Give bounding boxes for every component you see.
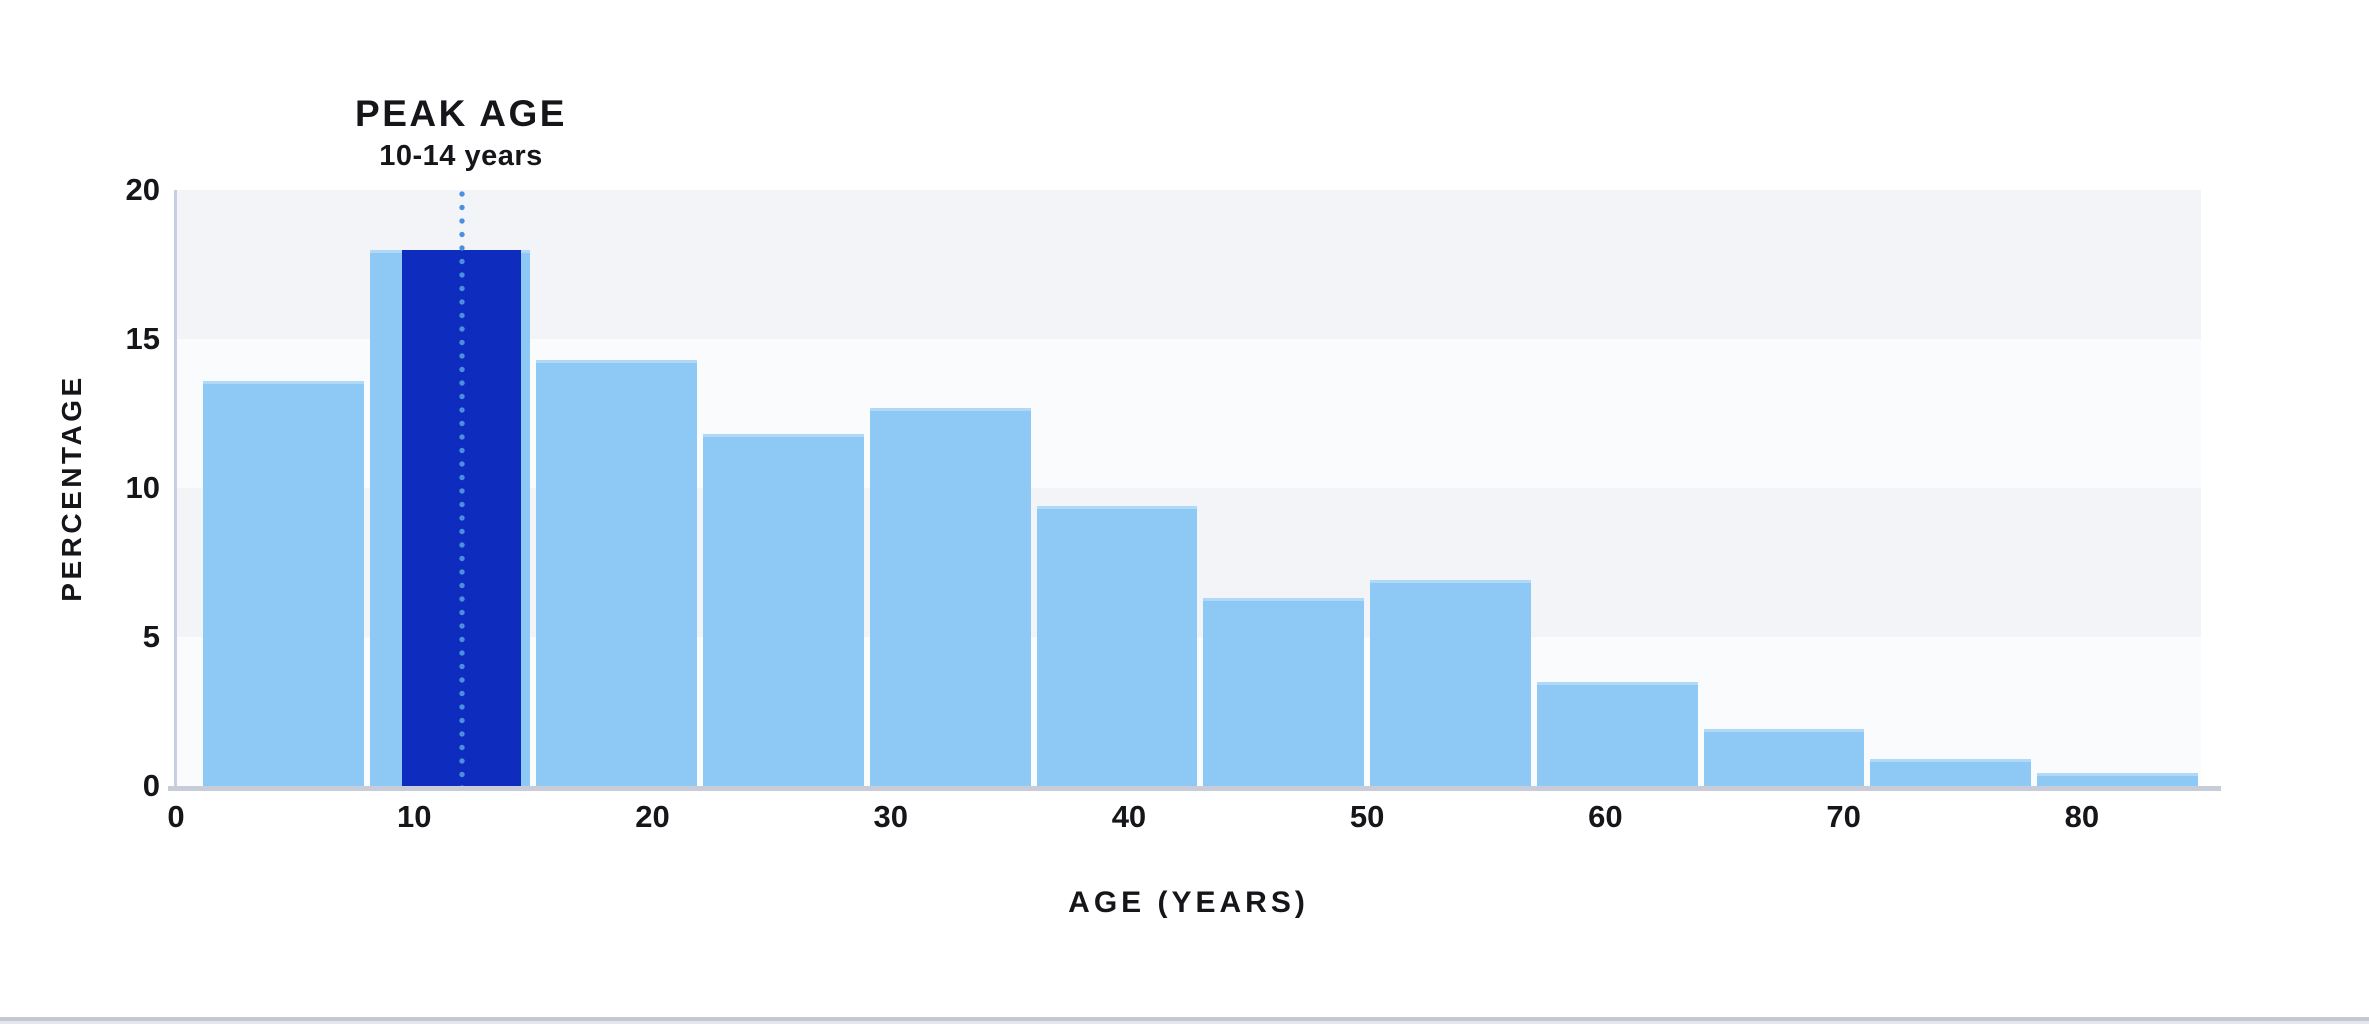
bottom-divider-line-light [0, 1021, 2369, 1024]
histogram-bars [176, 190, 2201, 786]
histogram-bar [1870, 759, 2032, 786]
plot-area [168, 190, 2221, 791]
x-tick-label: 20 [635, 799, 670, 834]
peak-marker-dotted-line [458, 190, 465, 786]
histogram-bar [2037, 772, 2198, 786]
x-tick-label: 80 [2064, 799, 2100, 834]
y-axis-line [174, 190, 177, 786]
histogram-bar [202, 380, 364, 786]
annotation-title: PEAK AGE [355, 93, 567, 134]
x-tick-label: 70 [1826, 799, 1861, 834]
histogram-bar [536, 359, 698, 786]
x-tick-label: 40 [1111, 799, 1147, 834]
x-tick-label: 60 [1588, 799, 1623, 834]
y-tick-label: 20 [125, 172, 160, 207]
x-tick-label: 30 [873, 799, 908, 834]
x-tick-label: 10 [396, 799, 432, 834]
y-tick-label: 15 [125, 321, 160, 356]
x-tick-label: 0 [167, 799, 185, 834]
histogram-bar [703, 434, 864, 786]
histogram-bar [1703, 729, 1865, 786]
y-tick-label: 5 [142, 619, 160, 654]
histogram-bar [1036, 505, 1198, 786]
histogram-bar [1203, 598, 1365, 786]
x-axis-title: AGE (YEARS) [1068, 886, 1309, 919]
histogram-bar [869, 407, 1031, 786]
peak-age-annotation: PEAK AGE 10-14 years [355, 92, 567, 173]
y-tick-label: 0 [142, 768, 160, 803]
x-axis-line [168, 786, 2221, 791]
histogram-bar [1370, 580, 1531, 786]
bottom-divider-line [0, 1017, 2369, 1021]
x-tick-label: 50 [1349, 799, 1385, 834]
histogram-bar [1536, 681, 1698, 786]
annotation-subtitle: 10-14 years [379, 140, 543, 172]
y-axis-title: PERCENTAGE [56, 374, 87, 602]
